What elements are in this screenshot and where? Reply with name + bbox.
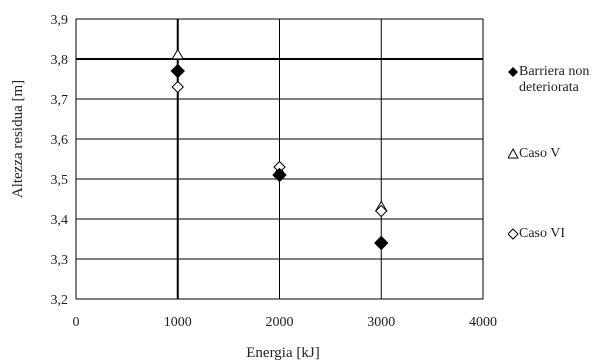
grid <box>75 18 484 300</box>
x-tick-label: 4000 <box>469 315 497 330</box>
data-point-series-0 <box>374 235 389 251</box>
legend-label: Barriera non deteriorata <box>519 64 590 95</box>
y-tick-label: 3,5 <box>51 173 69 188</box>
legend-item-caso-vi: Caso VI <box>507 226 566 242</box>
legend-item-caso-v: Caso V <box>507 146 561 162</box>
x-tick-label: 0 <box>73 315 80 330</box>
data-point-series-0 <box>272 167 287 183</box>
y-tick-label: 3,8 <box>51 53 69 68</box>
legend: Barriera non deteriorata Caso V Caso VI <box>507 0 612 362</box>
legend-label: Caso V <box>519 146 561 161</box>
data-point-series-1 <box>171 48 185 60</box>
y-tick-label: 3,9 <box>51 13 69 28</box>
x-tick-label: 1000 <box>164 315 192 330</box>
y-tick-label: 3,6 <box>51 133 69 148</box>
legend-label: Caso VI <box>519 226 566 241</box>
x-axis-title: Energia [kJ] <box>246 345 319 361</box>
y-tick-label: 3,2 <box>51 293 69 308</box>
tick-labels: 3,2 3,3 3,4 3,5 3,6 3,7 3,8 3,9 0 1000 2000 3000 400… <box>51 13 498 330</box>
filled-diamond-icon <box>508 64 519 80</box>
x-tick-label: 2000 <box>266 315 294 330</box>
y-axis-title: Altezza residua [m] <box>10 80 26 198</box>
open-triangle-icon <box>507 146 519 162</box>
y-tick-label: 3,4 <box>51 213 69 228</box>
plot-frame <box>75 18 484 300</box>
y-tick-label: 3,7 <box>51 93 69 108</box>
legend-item-barriera: Barriera non deteriorata <box>508 64 589 96</box>
open-diamond-icon <box>507 226 519 242</box>
data-markers <box>170 48 389 251</box>
axes <box>75 18 484 300</box>
x-tick-label: 3000 <box>367 315 395 330</box>
data-point-series-0 <box>170 63 185 79</box>
data-point-series-2 <box>171 80 184 94</box>
y-tick-label: 3,3 <box>51 253 69 268</box>
data-point-series-2 <box>375 204 388 218</box>
